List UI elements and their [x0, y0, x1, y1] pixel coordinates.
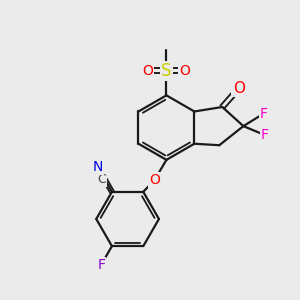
Text: O: O [179, 64, 191, 78]
Text: F: F [260, 106, 268, 121]
Text: N: N [93, 160, 103, 174]
Text: O: O [149, 173, 160, 187]
Text: O: O [142, 64, 153, 78]
Text: O: O [233, 81, 245, 96]
Text: S: S [161, 62, 172, 80]
Text: F: F [97, 258, 105, 272]
Text: C: C [98, 173, 106, 186]
Text: F: F [261, 128, 269, 142]
